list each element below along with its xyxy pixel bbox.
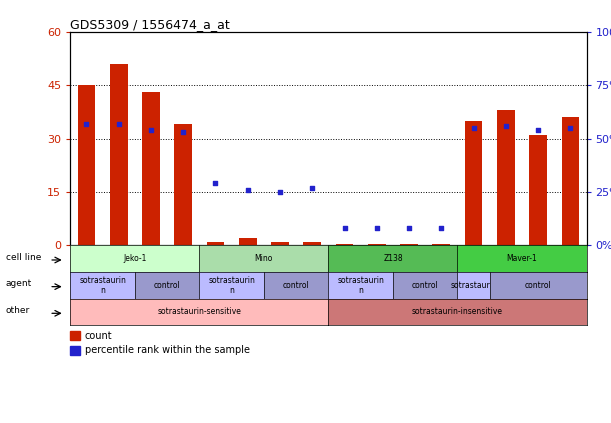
Text: sotrastaurin-sensitive: sotrastaurin-sensitive [158,308,241,316]
Bar [271,242,289,245]
Text: cell line: cell line [5,253,41,262]
Point [566,124,576,131]
Text: Jeko-1: Jeko-1 [123,254,147,263]
Bar [497,110,514,245]
Point [533,126,543,133]
Point [372,225,382,232]
Bar [70,331,79,340]
Text: sotrastaurin
n: sotrastaurin n [208,276,255,295]
Point [469,124,478,131]
Point [178,129,188,135]
Bar [465,121,483,245]
Point [340,225,349,232]
Text: control: control [412,281,439,290]
Bar [368,244,386,245]
Text: sotrastaurin-insensitive: sotrastaurin-insensitive [412,308,503,316]
Point [436,225,446,232]
Text: other: other [5,306,30,315]
Bar [335,244,353,245]
Text: agent: agent [5,280,32,288]
Point [501,122,511,129]
Text: sotrastaurin: sotrastaurin [450,281,497,290]
Text: sotrastaurin
n: sotrastaurin n [337,276,384,295]
Bar [562,117,579,245]
Text: control: control [283,281,310,290]
Point [81,120,91,127]
Point [404,225,414,232]
Text: Mino: Mino [255,254,273,263]
Text: GDS5309 / 1556474_a_at: GDS5309 / 1556474_a_at [70,18,230,30]
Text: control: control [525,281,552,290]
Point [146,126,156,133]
Text: control: control [154,281,180,290]
Bar [78,85,95,245]
Bar [70,346,79,355]
Bar [207,242,224,245]
Bar [400,244,418,245]
Bar [142,92,160,245]
Bar [174,124,192,245]
Bar [239,238,257,245]
Point [114,120,123,127]
Text: sotrastaurin
n: sotrastaurin n [79,276,126,295]
Point [211,180,221,187]
Text: percentile rank within the sample: percentile rank within the sample [85,346,250,355]
Point [275,189,285,195]
Bar [110,64,128,245]
Bar [304,242,321,245]
Text: count: count [85,330,112,341]
Bar [433,244,450,245]
Bar [529,135,547,245]
Text: Maver-1: Maver-1 [507,254,538,263]
Text: Z138: Z138 [383,254,403,263]
Point [307,184,317,191]
Point [243,187,252,193]
